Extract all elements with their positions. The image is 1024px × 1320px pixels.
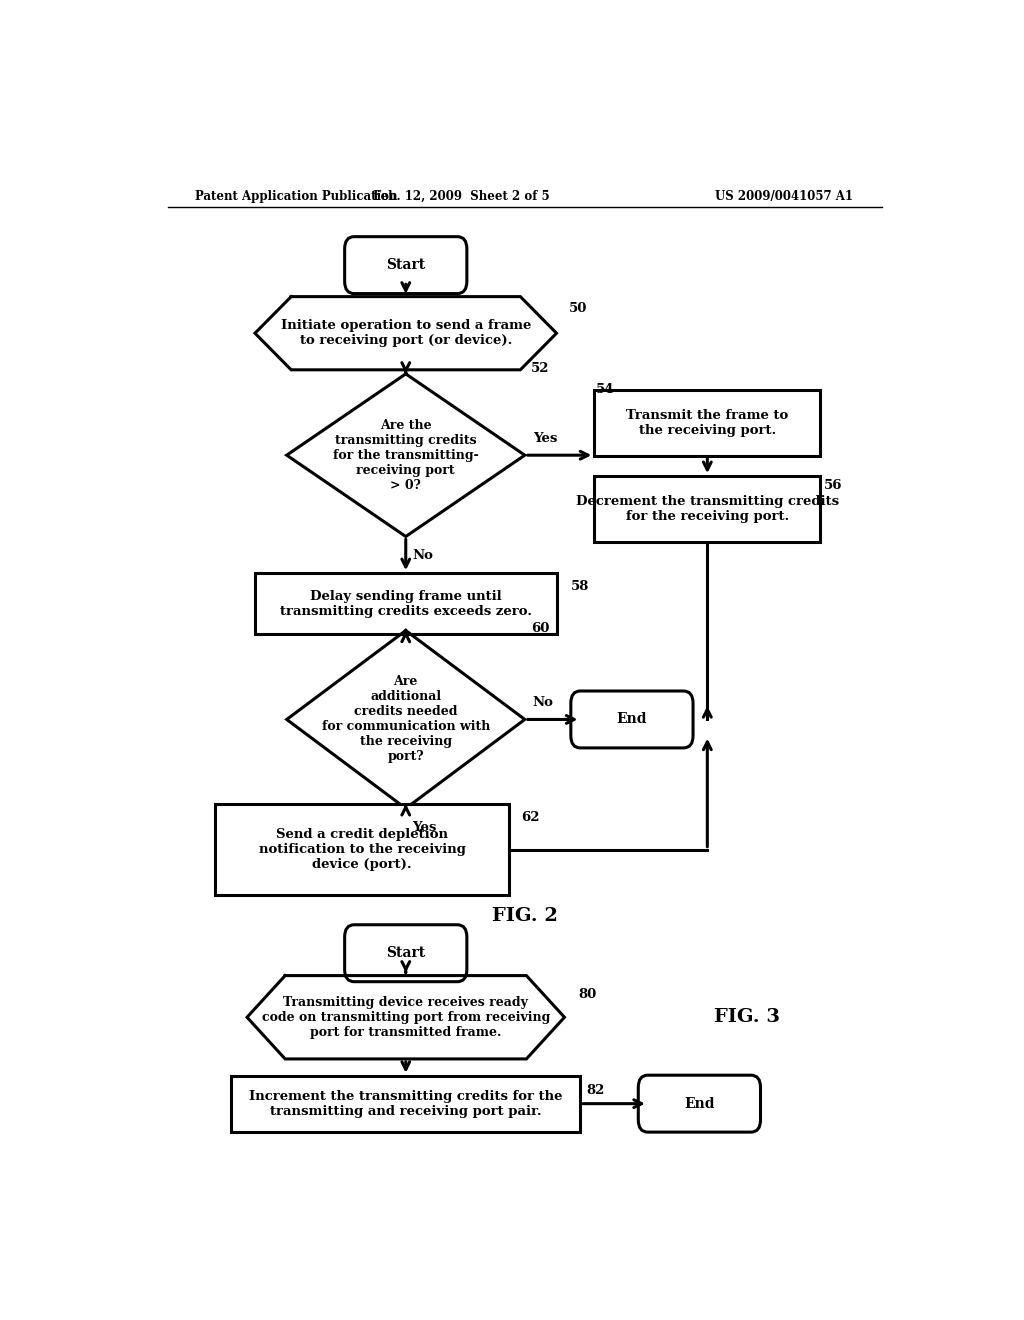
Text: Initiate operation to send a frame
to receiving port (or device).: Initiate operation to send a frame to re… (281, 319, 531, 347)
Bar (231, 1076, 581, 1131)
FancyBboxPatch shape (345, 236, 467, 293)
Text: No: No (412, 549, 433, 562)
Polygon shape (287, 631, 524, 808)
Polygon shape (247, 975, 564, 1059)
Text: Are the
transmitting credits
for the transmitting-
receiving port
> 0?: Are the transmitting credits for the tra… (333, 418, 478, 491)
Text: 62: 62 (521, 810, 540, 824)
Text: 56: 56 (824, 479, 843, 492)
Text: 82: 82 (587, 1084, 605, 1097)
Text: Transmit the frame to
the receiving port.: Transmit the frame to the receiving port… (627, 409, 788, 437)
Text: FIG. 2: FIG. 2 (492, 907, 558, 924)
Text: FIG. 3: FIG. 3 (714, 1008, 780, 1026)
Polygon shape (287, 374, 524, 536)
Text: Start: Start (386, 259, 425, 272)
Text: US 2009/0041057 A1: US 2009/0041057 A1 (715, 190, 853, 202)
Text: Feb. 12, 2009  Sheet 2 of 5: Feb. 12, 2009 Sheet 2 of 5 (373, 190, 550, 202)
Text: 58: 58 (570, 579, 589, 593)
Text: Yes: Yes (412, 821, 436, 834)
Text: 80: 80 (579, 989, 597, 1002)
Text: 50: 50 (568, 302, 587, 315)
Bar (594, 477, 820, 543)
Bar (255, 573, 557, 634)
Text: 54: 54 (596, 383, 614, 396)
Text: Yes: Yes (532, 432, 557, 445)
Text: Start: Start (386, 946, 425, 960)
Bar (215, 804, 509, 895)
Polygon shape (255, 297, 557, 370)
FancyBboxPatch shape (345, 925, 467, 982)
Text: End: End (684, 1097, 715, 1110)
Bar (594, 389, 820, 455)
Text: Are
additional
credits needed
for communication with
the receiving
port?: Are additional credits needed for commun… (322, 676, 489, 763)
Text: Delay sending frame until
transmitting credits exceeds zero.: Delay sending frame until transmitting c… (280, 590, 531, 618)
FancyBboxPatch shape (570, 690, 693, 748)
Text: No: No (532, 696, 554, 709)
Text: 52: 52 (531, 362, 550, 375)
Text: Increment the transmitting credits for the
transmitting and receiving port pair.: Increment the transmitting credits for t… (249, 1089, 562, 1118)
Text: Transmitting device receives ready
code on transmitting port from receiving
port: Transmitting device receives ready code … (261, 995, 550, 1039)
Text: Decrement the transmitting credits
for the receiving port.: Decrement the transmitting credits for t… (575, 495, 839, 523)
Text: Patent Application Publication: Patent Application Publication (196, 190, 398, 202)
Text: Send a credit depletion
notification to the receiving
device (port).: Send a credit depletion notification to … (259, 828, 466, 871)
FancyBboxPatch shape (638, 1076, 761, 1133)
Text: 60: 60 (531, 623, 550, 635)
Text: End: End (616, 713, 647, 726)
